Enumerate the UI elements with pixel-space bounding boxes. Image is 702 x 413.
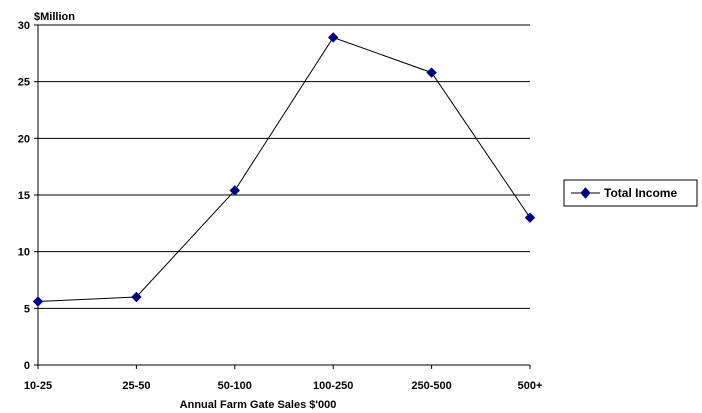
data-point-marker bbox=[32, 296, 44, 307]
y-tick-label: 20 bbox=[18, 133, 30, 145]
x-tick-label: 500+ bbox=[518, 380, 543, 392]
y-tick-label: 30 bbox=[18, 20, 30, 32]
x-tick-label: 50-100 bbox=[218, 380, 252, 392]
axes bbox=[37, 25, 531, 369]
legend: Total Income bbox=[563, 179, 698, 207]
data-point-marker bbox=[229, 185, 241, 196]
y-tick-label: 10 bbox=[18, 247, 30, 259]
x-tick-label: 100-250 bbox=[313, 380, 353, 392]
y-tick-label: 0 bbox=[24, 360, 30, 372]
data-point-marker bbox=[524, 212, 536, 223]
gridlines bbox=[34, 24, 530, 366]
x-tick-labels: 10-25 25-50 50-100 100-250 250-500 500+ bbox=[24, 380, 542, 392]
series-total-income bbox=[32, 32, 536, 307]
x-axis-title: Annual Farm Gate Sales $'000 bbox=[180, 399, 337, 411]
y-tick-label: 15 bbox=[18, 190, 30, 202]
y-tick-labels: 0 5 10 15 20 25 30 bbox=[18, 20, 30, 372]
y-tick-label: 5 bbox=[24, 303, 30, 315]
legend-label: Total Income bbox=[604, 186, 677, 200]
data-point-marker bbox=[327, 32, 339, 43]
data-point-marker bbox=[426, 67, 437, 78]
series-line bbox=[37, 36, 531, 303]
x-tick-label: 25-50 bbox=[122, 380, 150, 392]
x-tick-label: 250-500 bbox=[411, 380, 451, 392]
x-tick-label: 10-25 bbox=[24, 380, 52, 392]
data-point-marker bbox=[131, 291, 142, 303]
y-axis-title: $Million bbox=[34, 11, 75, 23]
y-tick-label: 25 bbox=[18, 77, 30, 89]
legend-marker bbox=[580, 187, 591, 199]
